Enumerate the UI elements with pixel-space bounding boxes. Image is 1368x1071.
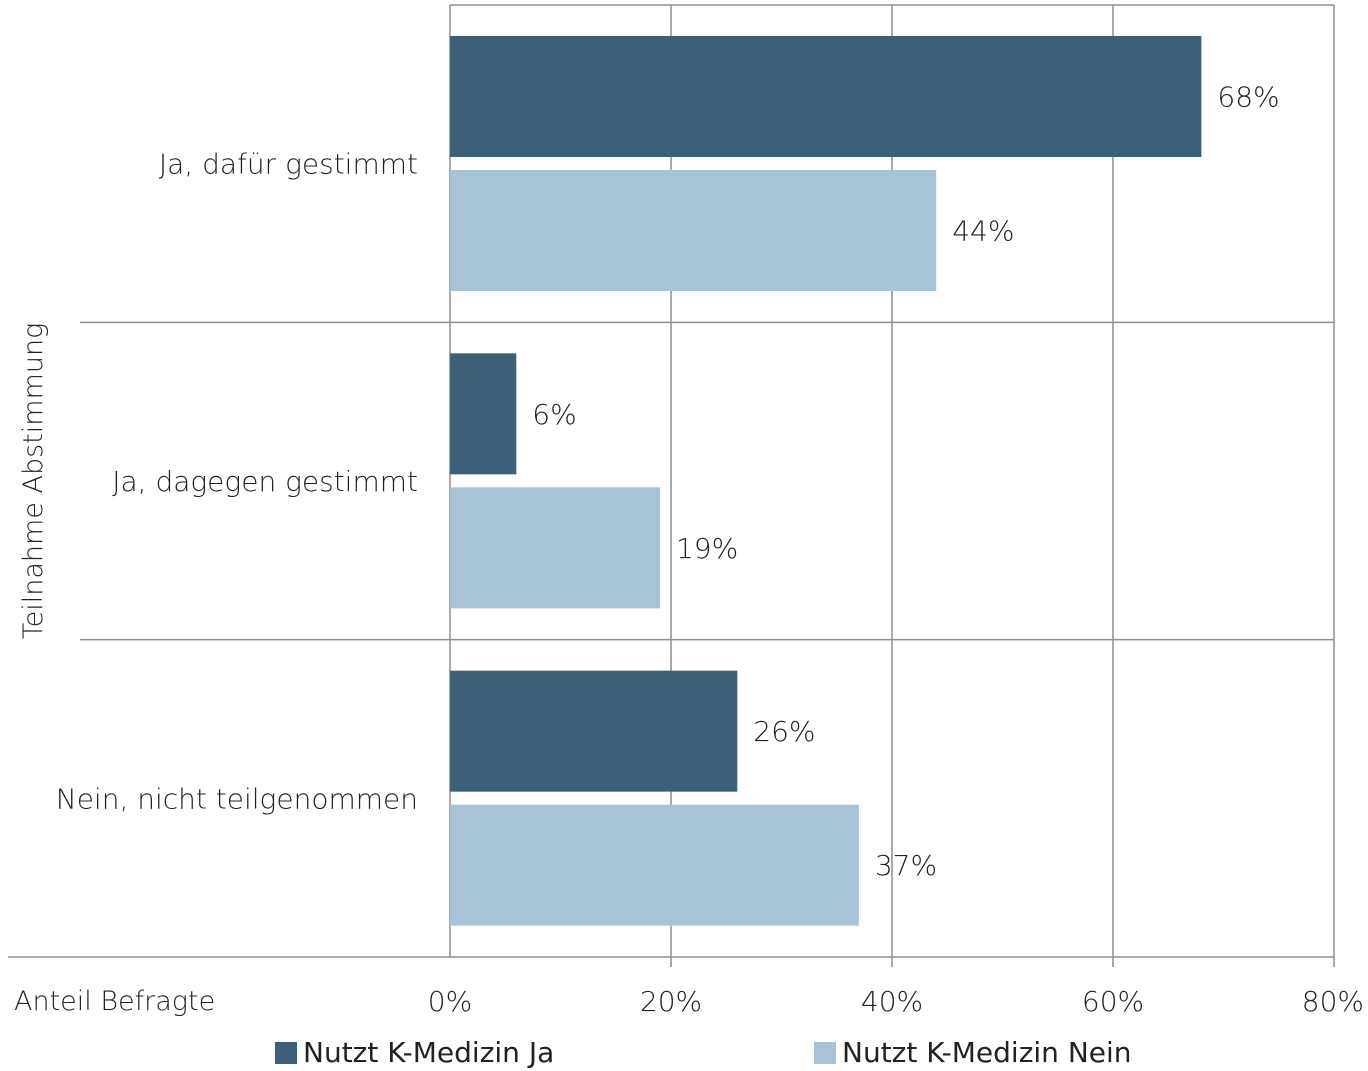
legend-label-ja: Nutzt K-Medizin Ja bbox=[303, 1036, 555, 1069]
legend-item-ja: Nutzt K-Medizin Ja bbox=[275, 1036, 554, 1069]
data-label: 37% bbox=[875, 849, 937, 882]
category-label: Nein, nicht teilgenommen bbox=[56, 782, 418, 815]
category-label: Ja, dagegen gestimmt bbox=[112, 465, 418, 498]
data-label: 26% bbox=[753, 715, 815, 748]
data-label: 68% bbox=[1217, 81, 1279, 114]
legend-swatch-ja bbox=[275, 1041, 297, 1064]
data-label: 44% bbox=[952, 215, 1014, 248]
category-label: Ja, dafür gestimmt bbox=[159, 148, 418, 181]
x-axis-title: Anteil Befragte bbox=[14, 986, 215, 1017]
bar bbox=[450, 487, 660, 609]
x-tick-label: 0% bbox=[428, 985, 472, 1018]
x-tick-labels: 0% 20% 40% 60% 80% bbox=[428, 985, 1364, 1018]
legend-label-nein: Nutzt K-Medizin Nein bbox=[842, 1036, 1132, 1069]
y-axis-title: Teilnahme Abstimmung bbox=[18, 323, 49, 640]
bar bbox=[450, 804, 859, 926]
x-tick-label: 60% bbox=[1082, 985, 1144, 1018]
category-labels: Ja, dafür gestimmt Ja, dagegen gestimmt Ne… bbox=[56, 148, 418, 816]
bars: 68% 44% 6% 19% 26% 37% bbox=[450, 36, 1280, 926]
x-tick-label: 40% bbox=[861, 985, 923, 1018]
bar bbox=[450, 36, 1202, 157]
x-tick-label: 20% bbox=[640, 985, 702, 1018]
grid-lines bbox=[8, 4, 1335, 967]
data-label: 19% bbox=[676, 532, 738, 565]
legend-item-nein: Nutzt K-Medizin Nein bbox=[814, 1036, 1132, 1069]
bar bbox=[450, 170, 937, 291]
data-label: 6% bbox=[532, 398, 576, 431]
bar bbox=[450, 670, 738, 792]
x-tick-label: 80% bbox=[1302, 985, 1364, 1018]
legend-swatch-nein bbox=[814, 1041, 836, 1064]
bar bbox=[450, 353, 517, 475]
